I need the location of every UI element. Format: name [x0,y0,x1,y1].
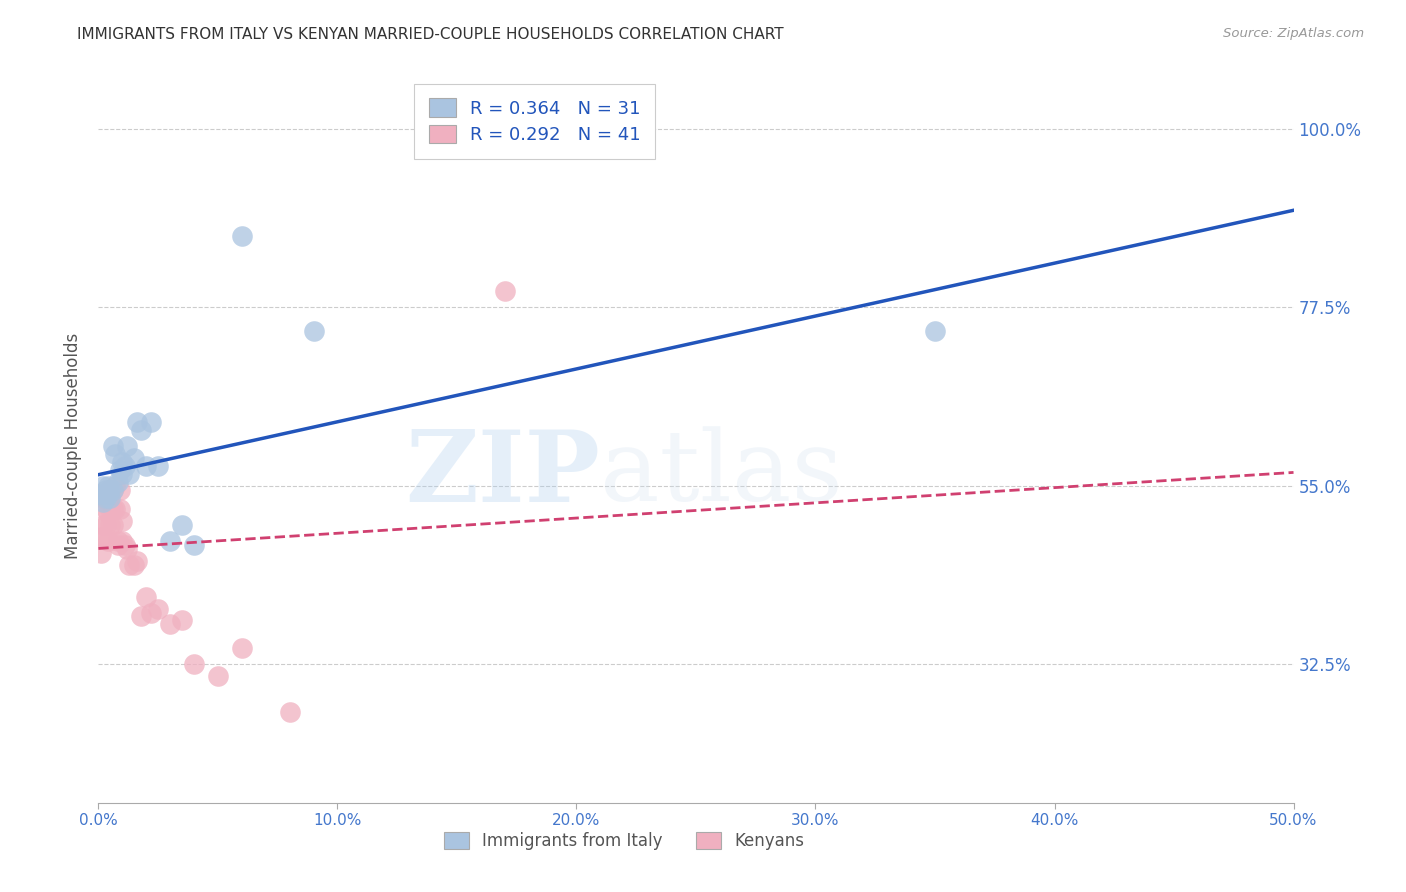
Point [115,439,138,453]
Point [94,518,117,533]
Point [101,439,124,453]
Text: atlas: atlas [600,426,844,523]
Point [111,514,134,528]
Point [125,415,148,429]
Point [101,483,124,497]
Point [131,609,153,624]
Point [98,518,122,533]
Point [98,502,122,516]
Point [104,502,127,516]
Y-axis label: Married-couple Households: Married-couple Households [65,333,83,559]
Point [107,538,129,552]
Point [924,324,946,338]
Point [97,534,120,549]
Point [97,478,120,492]
Point [107,534,129,549]
Point [104,478,127,492]
Point [159,534,181,549]
Point [118,467,141,481]
Point [231,641,253,656]
Point [101,518,124,533]
Point [494,285,516,299]
Point [98,491,122,505]
Point [90,486,112,500]
Point [148,458,170,473]
Point [172,518,194,533]
Point [115,542,138,557]
Point [90,546,112,560]
Point [111,455,134,469]
Point [131,423,153,437]
Point [97,491,120,505]
Point [101,502,124,516]
Point [135,458,157,473]
Point [94,483,117,497]
Point [172,614,194,628]
Point [231,228,253,243]
Point [183,657,205,671]
Point [135,590,157,604]
Point [207,669,229,683]
Point [91,478,114,492]
Point [101,483,124,497]
Text: ZIP: ZIP [405,426,600,523]
Point [108,502,131,516]
Point [114,538,136,552]
Point [108,463,131,477]
Point [90,530,112,544]
Point [98,483,122,497]
Point [183,538,205,552]
Point [94,491,117,505]
Point [278,705,301,719]
Point [159,617,181,632]
Point [98,483,122,497]
Point [108,483,131,497]
Point [91,530,114,544]
Legend: Immigrants from Italy, Kenyans: Immigrants from Italy, Kenyans [436,824,813,859]
Point [97,507,120,521]
Point [107,475,129,489]
Point [91,518,114,533]
Point [124,558,146,572]
Point [124,450,146,465]
Point [148,601,170,615]
Point [139,606,162,620]
Text: IMMIGRANTS FROM ITALY VS KENYAN MARRIED-COUPLE HOUSEHOLDS CORRELATION CHART: IMMIGRANTS FROM ITALY VS KENYAN MARRIED-… [77,27,785,42]
Point [104,447,127,461]
Point [125,554,148,568]
Point [111,534,134,549]
Point [302,324,325,338]
Point [139,415,162,429]
Text: Source: ZipAtlas.com: Source: ZipAtlas.com [1223,27,1364,40]
Point [91,491,114,505]
Point [97,486,120,500]
Point [111,467,134,481]
Point [114,458,136,473]
Point [94,502,117,516]
Point [118,558,141,572]
Point [91,494,114,508]
Point [94,483,117,497]
